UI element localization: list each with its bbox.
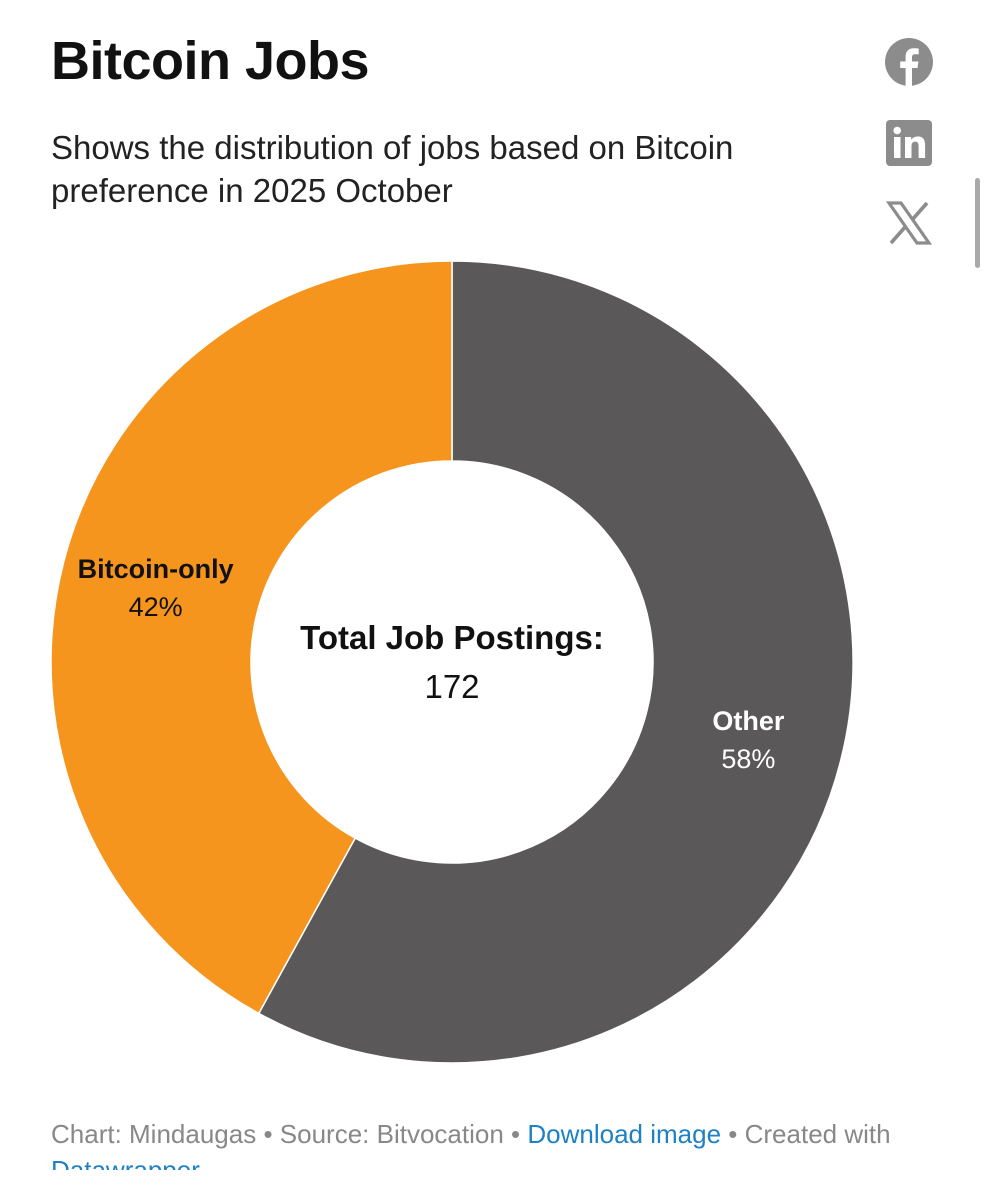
slice-label-name: Other [712, 706, 785, 736]
footer-separator: • [721, 1119, 745, 1149]
datawrapper-link[interactable]: Datawrapper [51, 1155, 200, 1170]
donut-chart: Other 58% Bitcoin-only 42% Total Job Postin… [50, 260, 854, 1064]
scrollbar-thumb[interactable] [975, 178, 980, 268]
created-with-text: Created with [744, 1119, 891, 1149]
center-value: 172 [424, 668, 479, 705]
facebook-icon [885, 38, 933, 86]
chart-credit: Chart: Mindaugas [51, 1119, 257, 1149]
chart-footer: Chart: Mindaugas • Source: Bitvocation •… [51, 1116, 901, 1170]
source-credit: Source: Bitvocation [279, 1119, 504, 1149]
linkedin-icon [886, 120, 932, 166]
center-label: Total Job Postings: [300, 619, 604, 656]
slice-label-value: 58% [721, 744, 775, 774]
slice-bitcoin-only [50, 260, 453, 1015]
footer-separator: • [503, 1119, 528, 1149]
slice-label-value: 42% [129, 592, 183, 622]
facebook-share-button[interactable] [884, 37, 934, 87]
slice-label-name: Bitcoin-only [78, 554, 234, 584]
slice-other [257, 260, 854, 1064]
linkedin-share-button[interactable] [884, 118, 934, 168]
x-icon [886, 201, 932, 245]
chart-subtitle: Shows the distribution of jobs based on … [51, 129, 734, 209]
footer-separator: • [256, 1119, 280, 1149]
download-image-link[interactable]: Download image [527, 1119, 722, 1149]
x-share-button[interactable] [884, 198, 934, 248]
chart-title: Bitcoin Jobs [51, 31, 370, 91]
